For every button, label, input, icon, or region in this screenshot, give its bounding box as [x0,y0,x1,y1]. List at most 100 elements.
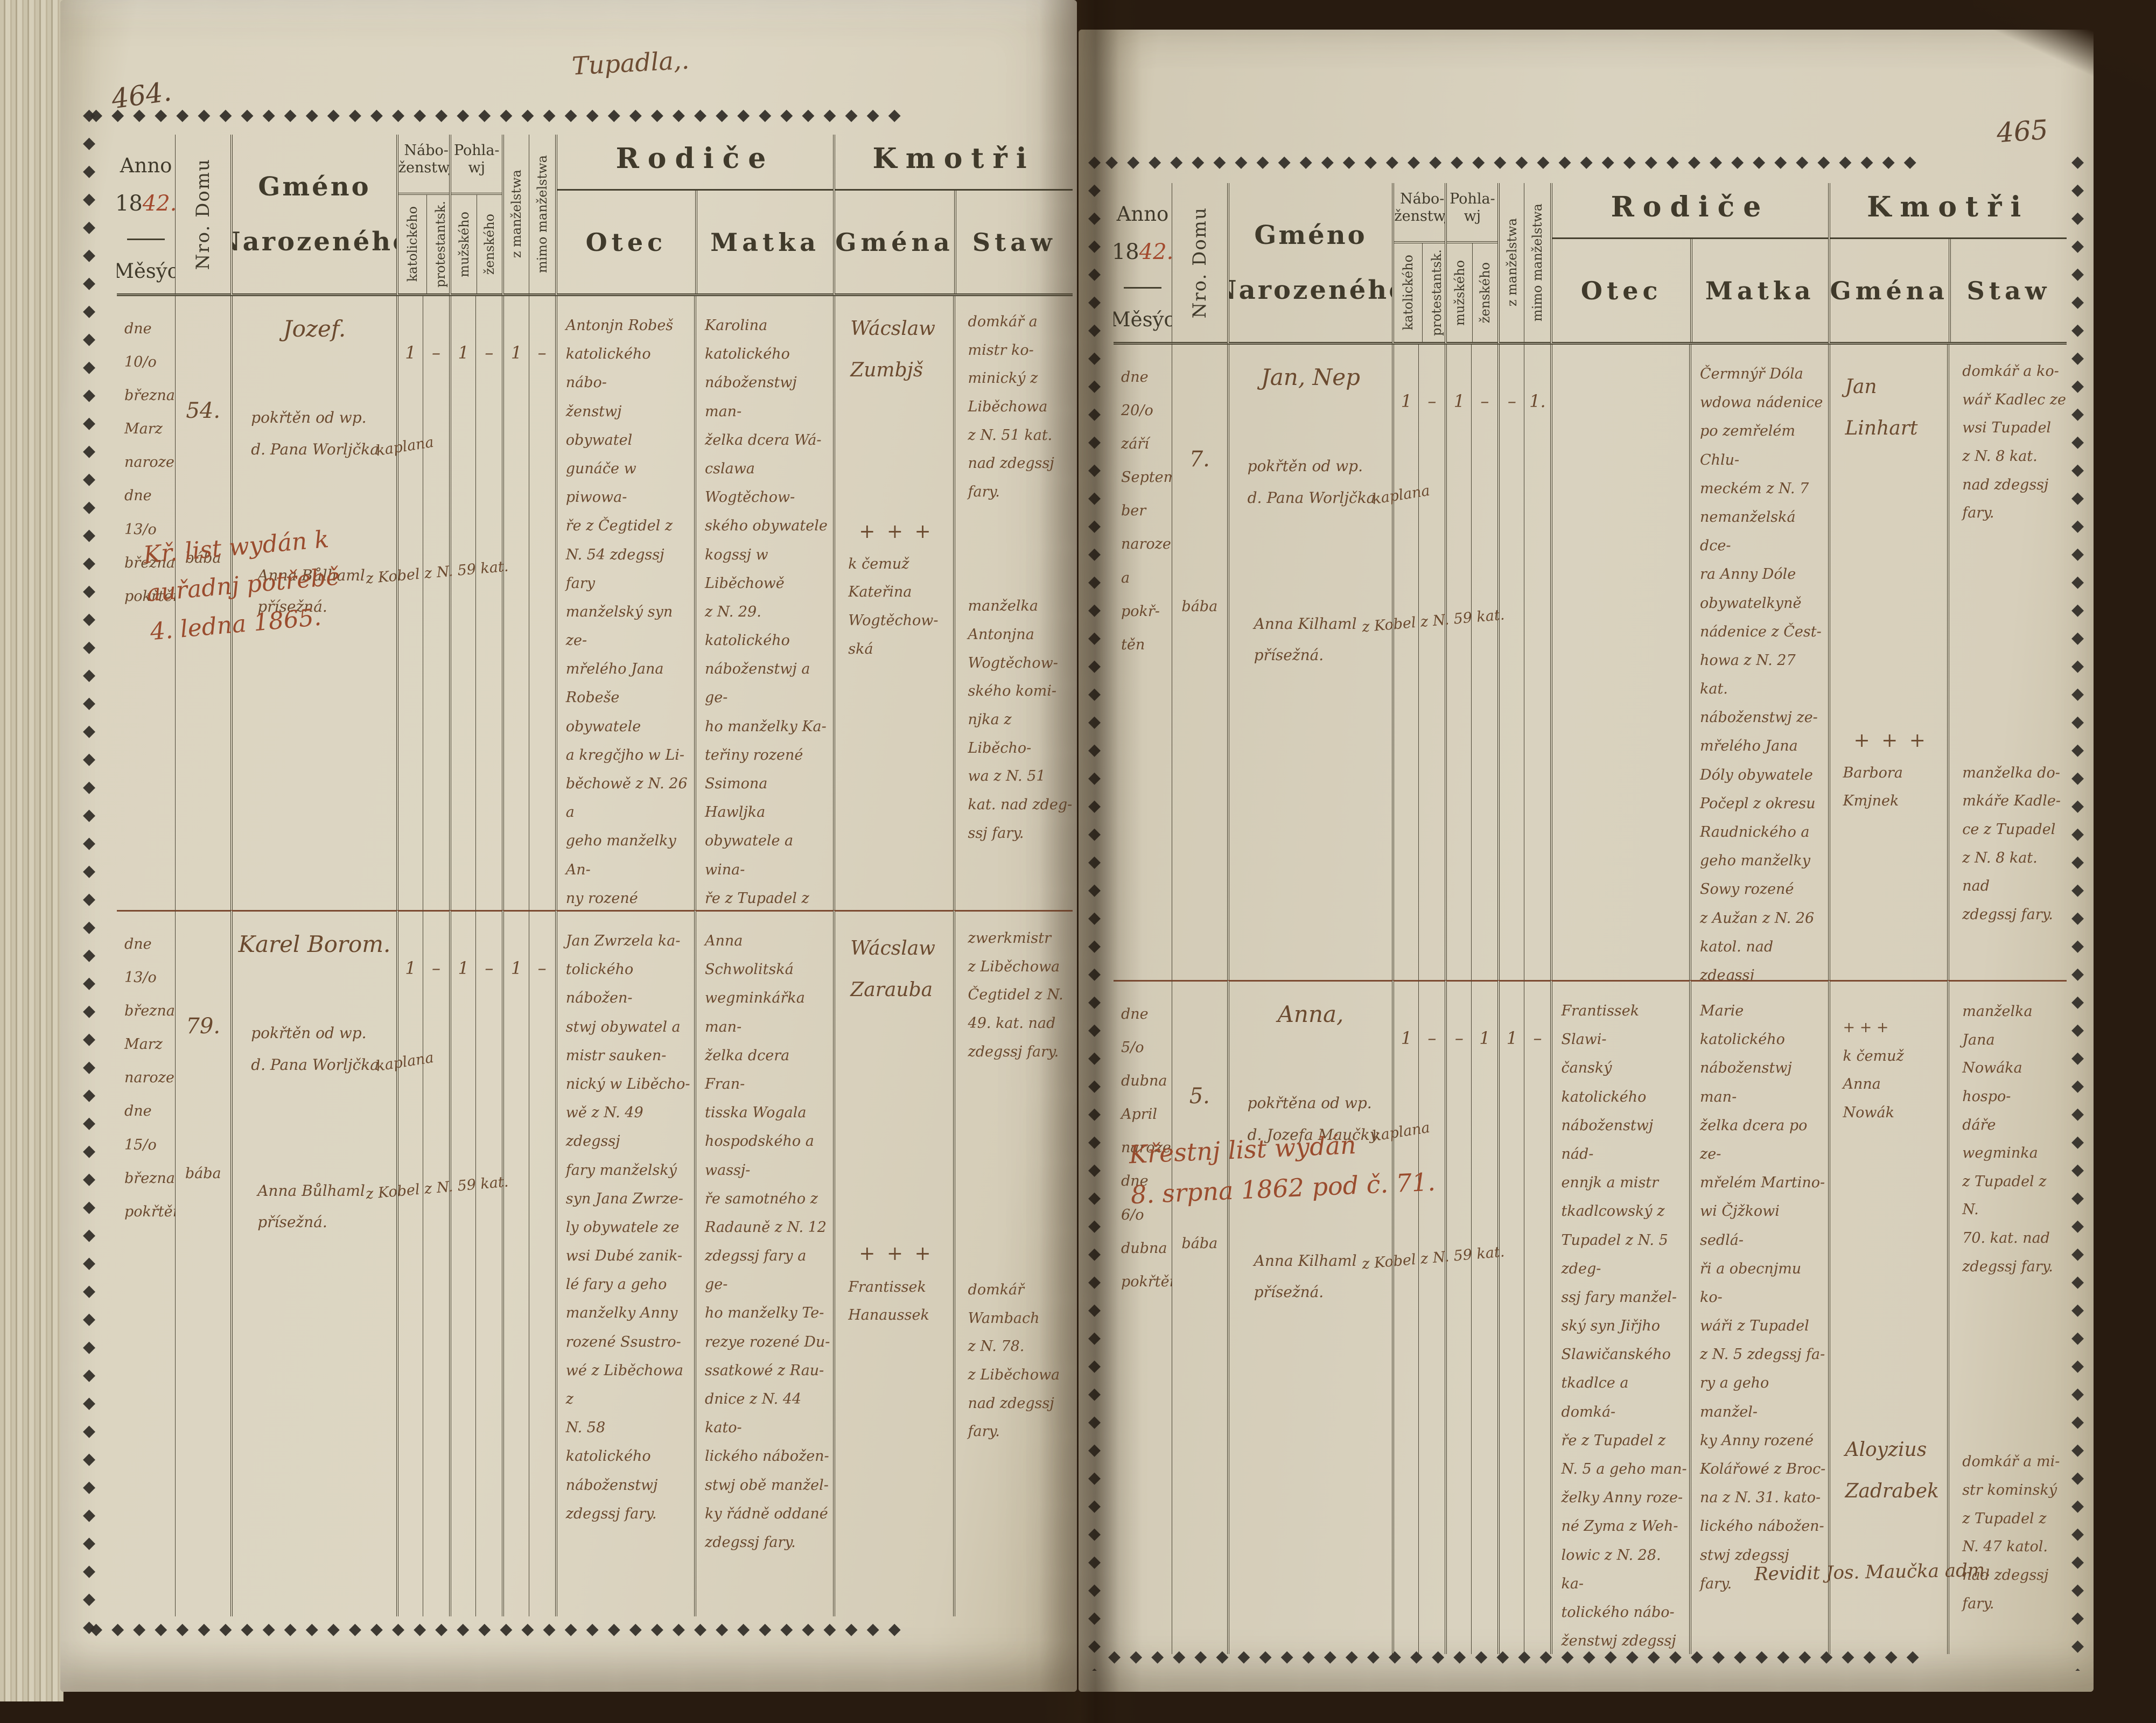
header-male: mužského [456,211,472,277]
tick-female: – [1471,345,1497,980]
godparent-status-cell: zwerkmistr z Liběchowa Čegtidel z N. 49.… [953,910,1073,1616]
father-cell: Jan Zwrzela ka- tolického nábožen- stwj … [555,910,694,1616]
tick-male: – [1445,980,1472,1654]
cross-marks: + + + [859,520,934,543]
header-anno: Anno 1842. Měsýc [117,135,176,296]
header-godparent-names: Gména [1830,276,1949,305]
anno-label: Anno [120,154,172,177]
godparent-name-cell: + + + k čemuž Anna Nowák Aloyzius Zadrab… [1828,980,1948,1654]
tick-catholic: 1 [396,910,423,1616]
godparent-name-cell: Wácslaw Zumbjš + + + k čemuž Kateřina Wo… [833,296,953,910]
header-mother: Matka [695,191,833,293]
header-father: Otec [1580,276,1662,305]
child-name-cell: Jozef. pokřtěn od wp. d. Pana Worljčka ka… [230,296,509,910]
cross-marks: + + + [1853,729,1928,752]
header-legitimate: z manželstwa [1497,183,1524,345]
child-name: Karel Borom. [238,931,391,957]
diamond-border-top: ◆◆◆◆◆◆◆◆◆◆◆◆◆◆◆◆◆◆◆◆◆◆◆◆◆◆◆◆◆◆◆◆◆◆◆◆◆◆ [90,106,910,124]
header-mother: Matka [1690,239,1828,342]
midwife-tag: bába [185,550,221,566]
child-name: Jozef. [283,316,346,342]
header-child-name: GménoNarozeného [230,135,396,296]
anno-label: Anno [1116,202,1169,226]
header-parents: Rodiče Otec Matka [555,135,834,296]
header-godparents: Kmotři Gména Staw [1828,183,2067,345]
header-godparent-status: Staw [1949,239,2067,342]
header-male: mužského [1452,260,1467,326]
running-title: Tupadla,. [571,45,690,81]
header-parents: Rodiče Otec Matka [1550,183,1828,345]
tick-female: – [475,296,502,910]
header-religion: Nábo-ženstwj katolického protestantsk. [1392,183,1445,345]
baptism-certificate-note: Kř. list wydán k auřadnj potřebě 4. ledn… [142,525,341,646]
birth-date-cell: dne 5/o dubna April narozena dne 6/o dub… [1114,980,1172,1654]
tick-female: 1 [1471,980,1498,1654]
tick-catholic: 1 [1392,345,1418,980]
mesyc-label: Měsýc [1114,308,1172,331]
year-handwritten: 42. [1139,240,1172,264]
revision-signature: Revidit Jos. Maučka adm. [1754,1559,1991,1585]
mesyc-label: Měsýc [117,260,175,283]
godparent-status-cell: domkář a mistr ko- minický z Liběchowa z… [953,296,1073,910]
tick-protestant: – [1418,980,1445,1654]
mother-cell: Anna Schwolitská wegminkářka man- želka … [694,910,834,1616]
header-catholic: katolického [404,206,420,282]
header-religion: Nábo-ženstwj katolického protestantsk. [396,135,450,296]
header-catholic: katolického [1401,255,1416,331]
house-number-cell: 7. bába [1171,345,1227,980]
header-illegitimate: mimo manželstwa [1524,183,1551,345]
father-cell-empty [1550,345,1689,980]
godparent-name-cell: Wácslaw Zarauba + + + Frantissek Hanauss… [833,910,953,1616]
header-female: ženského [477,195,502,293]
birth-date-cell: dne 13/o března Marz narozen dne 15/o bř… [117,910,176,1616]
tick-male: 1 [449,910,476,1616]
tick-legitimate: 1 [502,296,528,910]
tick-legitimate: – [1497,345,1524,980]
register-page-right: 465 ◆◆◆◆◆◆◆◆◆◆◆◆◆◆◆◆◆◆◆◆◆◆◆◆◆◆◆◆◆◆◆◆◆◆◆◆… [1079,30,2094,1692]
godparent-status-cell: manželka Jana Nowáka hospo- dáře wegmink… [1947,980,2067,1654]
tick-catholic: 1 [1392,980,1419,1654]
diamond-border-bottom: ◆◆◆◆◆◆◆◆◆◆◆◆◆◆◆◆◆◆◆◆◆◆◆◆◆◆◆◆◆◆◆◆◆◆◆◆◆◆ [1108,1647,1928,1666]
tick-legitimate: 1 [502,910,529,1616]
header-protestant: protestantsk. [426,195,449,293]
midwife-tag: bába [1181,1235,1218,1252]
diamond-border-left: ◆◆◆◆◆◆◆◆◆◆◆◆◆◆◆◆◆◆◆◆◆◆◆◆◆◆◆◆◆◆◆◆◆◆◆◆◆◆◆◆… [80,106,99,1645]
year-value: 1842. [1114,240,1172,264]
tick-male: 1 [1445,345,1471,980]
header-child-name: GménoNarozeného [1227,183,1392,345]
header-anno: Anno 1842. Měsýc [1114,183,1172,345]
previous-page-edges [0,0,64,1701]
tick-illegitimate: 1. [1524,345,1550,980]
child-name: Jan, Nep [1261,364,1361,390]
child-name: Anna, [1277,1001,1344,1027]
tick-protestant: – [422,296,449,910]
godparent-status-cell: domkář a ko- wář Kadlec ze wsi Tupadel z… [1947,345,2067,980]
tick-catholic: 1 [396,296,423,910]
diamond-border-left: ◆◆◆◆◆◆◆◆◆◆◆◆◆◆◆◆◆◆◆◆◆◆◆◆◆◆◆◆◆◆◆◆◆◆◆◆◆◆◆◆… [1085,152,1104,1671]
header-female: ženského [1472,243,1497,342]
header-protestant: protestantsk. [1422,243,1445,342]
header-sex: Pohla-wj mužského ženského [1445,183,1498,345]
birth-date-cell: dne 10/o března Marz narozen dne 13/o bř… [124,320,175,605]
house-number-cell: 79. bába [175,910,231,1616]
header-house-number: Nro. Domu [1171,183,1227,345]
register-page-left: 464. Tupadla,. ◆◆◆◆◆◆◆◆◆◆◆◆◆◆◆◆◆◆◆◆◆◆◆◆◆… [60,0,1077,1692]
tick-female: – [475,910,502,1616]
tick-protestant: – [1418,345,1445,980]
tick-illegitimate: – [1524,980,1551,1654]
birth-date-cell: dne 20/o září Septem- ber narozen a pokř… [1121,369,1172,653]
folio-number-right: 465 [1996,114,2049,149]
header-divider-line [1124,287,1161,289]
house-number-cell: 5. bába [1171,980,1227,1654]
register-table-left: Anno 1842. Měsýc Nro. Domu GménoNarozené… [117,135,1073,1616]
father-cell: Frantissek Slawi- čanský katolického náb… [1550,980,1689,1654]
midwife-tag: bába [185,1165,221,1182]
tick-protestant: – [422,910,450,1616]
mother-cell: Čermnýř Dóla wdowa nádenice po zemřelém … [1689,345,1828,980]
tick-male: 1 [449,296,475,910]
child-name-cell: Jan, Nep pokřtěn od wp. d. Pana Worljčka… [1227,345,1505,980]
register-table-right: Anno 1842. Měsýc Nro. Domu GménoNarozené… [1114,183,2067,1654]
cross-marks: + + + [859,1242,934,1265]
child-name-cell: Anna, pokřtěna od wp. d. Jozefa Maučky ka… [1227,980,1505,1654]
header-illegitimate: mimo manželstwa [528,135,555,296]
